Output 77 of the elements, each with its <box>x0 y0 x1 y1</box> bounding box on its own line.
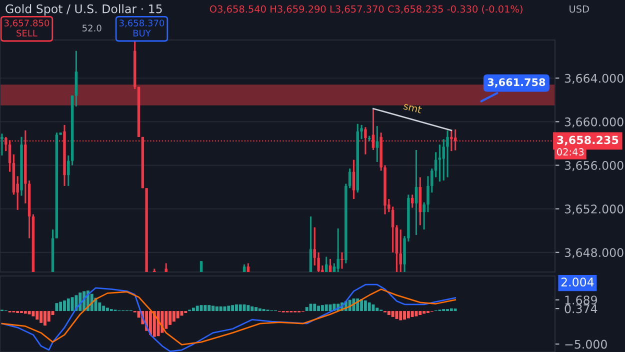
bar <box>149 311 152 335</box>
bar <box>24 311 27 314</box>
bar <box>410 311 414 317</box>
annotation: smt <box>403 102 422 114</box>
line-series <box>1 288 456 346</box>
bar <box>98 302 102 312</box>
bar <box>395 311 398 319</box>
bar <box>238 304 242 312</box>
bar <box>450 308 453 312</box>
bar <box>317 306 320 312</box>
bar <box>55 303 58 312</box>
bar <box>172 311 176 322</box>
bar <box>399 311 402 320</box>
bar <box>43 311 46 326</box>
y-tick-label: 3,664.000 <box>564 74 624 84</box>
ref-line-label: 3,658.235 <box>557 136 618 146</box>
bar <box>219 306 222 312</box>
bar <box>376 308 379 312</box>
bar <box>36 311 39 320</box>
bar <box>204 305 207 312</box>
bar <box>208 305 211 312</box>
bar <box>152 311 156 337</box>
bar <box>59 302 62 312</box>
bar <box>192 308 195 312</box>
line-series <box>1 284 456 352</box>
bar <box>313 304 316 312</box>
y-tick-label: 3,656.000 <box>564 160 624 172</box>
bar <box>406 311 410 318</box>
bar <box>66 298 70 312</box>
y-tick-label: 1.689 <box>565 296 597 305</box>
bar <box>47 311 50 322</box>
bar <box>70 297 74 312</box>
bar <box>422 311 426 314</box>
bar <box>258 308 262 312</box>
y-tick-label: 3,648.000 <box>564 248 624 258</box>
bar <box>63 300 66 312</box>
bar <box>215 306 218 312</box>
bar <box>234 304 238 312</box>
text: 02:43 <box>557 148 584 156</box>
annotation: 3,661.758 <box>488 78 546 88</box>
bar <box>212 306 214 312</box>
bar <box>250 306 254 312</box>
chart-subtitle: O3,658.540 H3,659.290 L3,657.370 C3,658.235 -0.330 (-0.01%) <box>210 5 522 14</box>
bar <box>364 300 367 312</box>
bar <box>305 307 308 312</box>
bar <box>418 311 422 315</box>
chart-title: Gold Spot / U.S. Dollar · 15 <box>6 4 162 16</box>
bar <box>200 305 203 312</box>
text: 52.0 <box>82 24 102 32</box>
text: 3,657.850 SELL <box>4 20 50 37</box>
bar <box>28 311 31 314</box>
bar <box>196 306 199 312</box>
bar <box>106 308 109 312</box>
bar <box>391 311 394 317</box>
y-tick-label: −5.000 <box>565 340 607 349</box>
y-tick-label: 3,652.000 <box>564 204 624 215</box>
bar <box>324 304 328 312</box>
y-tick-label: 3,660.000 <box>564 117 624 128</box>
bar <box>164 311 168 329</box>
text: 3,658.370 BUY <box>119 20 164 37</box>
bar <box>454 308 457 312</box>
y-tick-label: 0.374 <box>564 304 598 314</box>
bar <box>254 307 258 312</box>
text: USD <box>570 5 589 13</box>
bar <box>231 305 234 312</box>
bar <box>40 311 43 323</box>
bar <box>403 311 406 320</box>
text: 2.004 <box>561 278 594 287</box>
bar <box>168 311 172 325</box>
bar <box>227 306 230 312</box>
bar <box>387 311 390 315</box>
candlestick <box>200 260 203 272</box>
bar <box>102 306 106 312</box>
bar <box>246 305 250 312</box>
bar <box>176 311 180 318</box>
bar <box>320 305 324 312</box>
bar <box>368 302 371 312</box>
